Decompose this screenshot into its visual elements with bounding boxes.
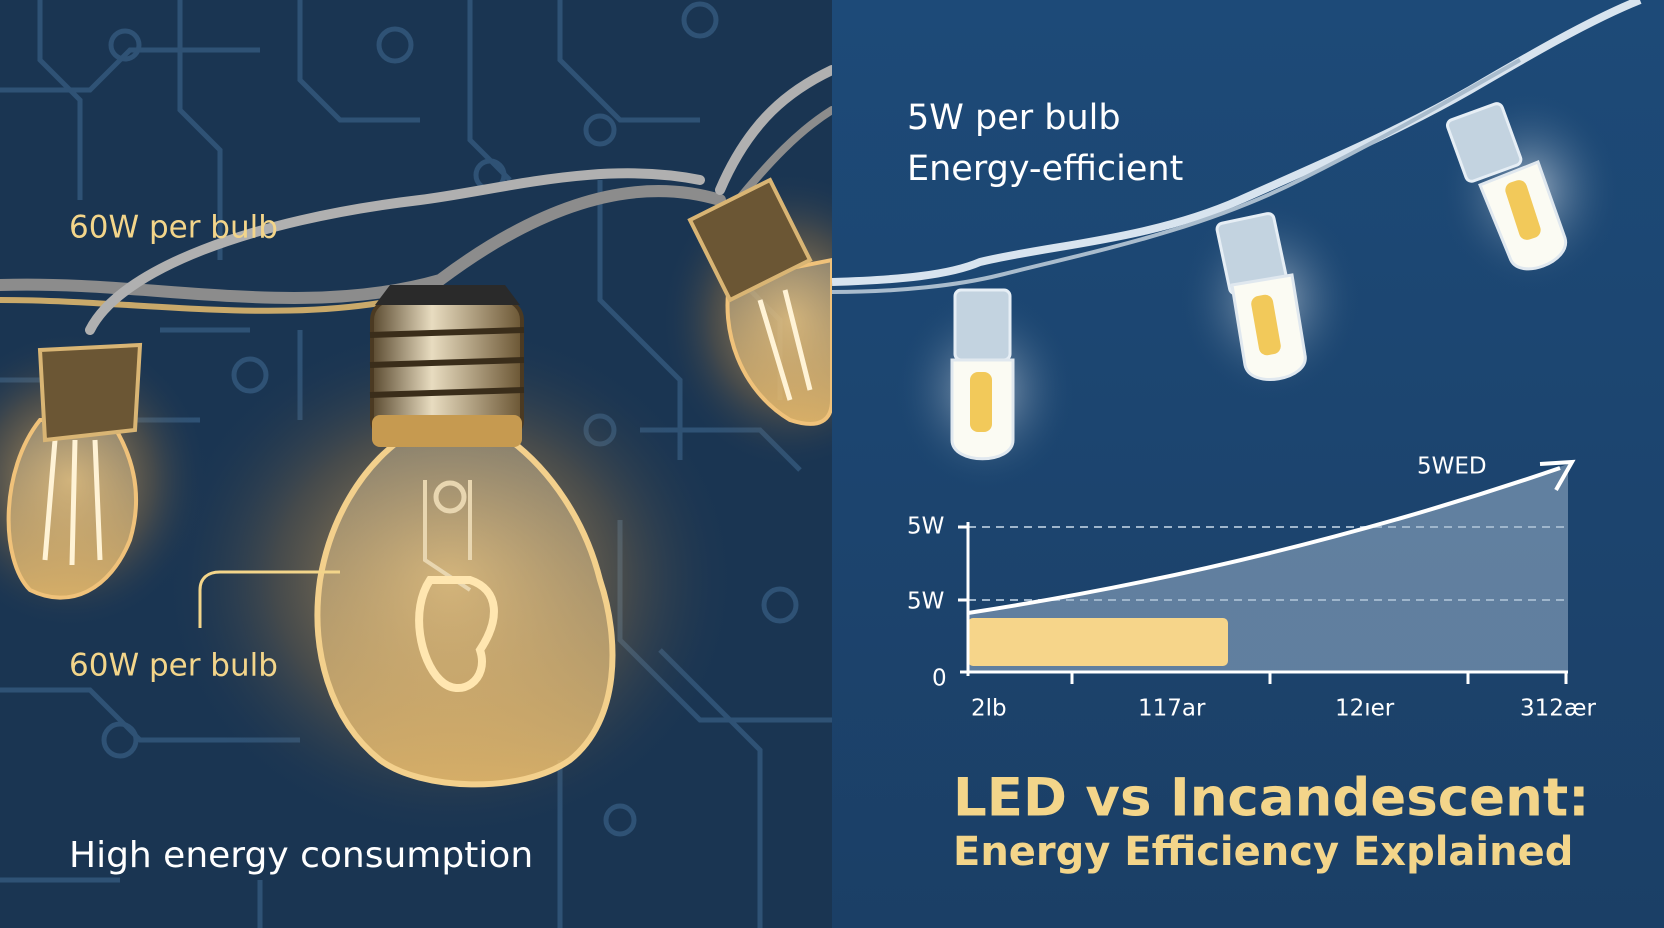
x-label: 12ıer (1335, 696, 1395, 722)
small-bulb (687, 177, 834, 426)
title: LED vs Incandescent: (953, 768, 1589, 829)
x-label: 117ar (1138, 696, 1206, 722)
wire (831, 58, 1521, 294)
mini-chart (958, 459, 1576, 684)
y-label: 0 (932, 666, 947, 692)
wattage-label: Energy-efficient (907, 149, 1183, 189)
main-bulb (314, 285, 616, 788)
callout-line (198, 570, 340, 628)
x-label: 2lb (971, 696, 1007, 722)
wattage-label: 60W per bulb (69, 210, 278, 246)
curve-label: 5WED (1417, 454, 1487, 480)
led-bulb (1440, 90, 1620, 290)
x-label: 312ær (1520, 696, 1596, 722)
led-bulb (1180, 200, 1360, 400)
caption: High energy consumption (69, 835, 533, 876)
subtitle: Energy Efficiency Explained (953, 829, 1573, 875)
small-bulb (6, 342, 143, 600)
led-bulb (895, 288, 1075, 490)
y-label: 5W (907, 589, 944, 615)
wattage-label: 60W per bulb (69, 648, 278, 684)
wattage-label: 5W per bulb (907, 98, 1121, 138)
y-label: 5W (907, 514, 944, 540)
